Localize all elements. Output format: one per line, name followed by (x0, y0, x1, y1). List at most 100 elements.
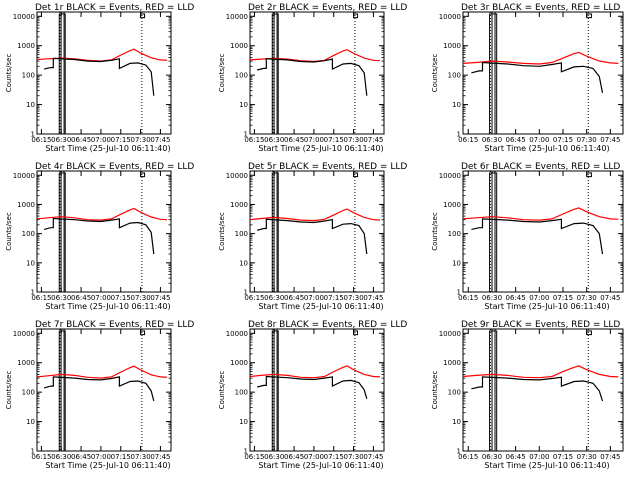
interval-box-marker (58, 330, 66, 451)
interval-box-marker (353, 330, 359, 336)
x-tick-label: 07:45 (363, 294, 383, 302)
panel-det-7: Det 7r BLACK = Events, RED = LLD 1 10 100 10… (5, 320, 194, 470)
x-tick-label: 06:45 (506, 453, 526, 461)
y-tick-label: 10 (452, 101, 461, 109)
series-line-events (43, 376, 155, 402)
x-tick-label: 06:15 (244, 136, 264, 144)
y-tick-label: 10000 (439, 13, 461, 21)
y-tick-label: 10000 (226, 330, 248, 338)
y-tick-label: 10 (239, 101, 248, 109)
y-axis-label: Counts/sec (431, 54, 439, 93)
x-tick-label: 06:45 (506, 294, 526, 302)
series-line-events (471, 218, 604, 255)
y-tick-label: 10 (26, 259, 35, 267)
y-tick-label: 10000 (13, 172, 35, 180)
y-tick-label: 1000 (17, 201, 35, 209)
x-tick-label: 07:15 (111, 294, 131, 302)
x-tick-label: 06:30 (264, 136, 284, 144)
x-tick-label: 07:15 (324, 136, 344, 144)
y-tick-label: 100 (448, 230, 461, 238)
interval-box-marker (586, 330, 592, 336)
series-line-events (471, 61, 604, 94)
series-line-events (43, 57, 155, 96)
series-line-lld (37, 207, 168, 221)
y-tick-label: 10 (26, 418, 35, 426)
y-tick-label: 1 (31, 131, 35, 139)
panel-det-2: Det 2r BLACK = Events, RED = LLD 1 10 100 10… (218, 3, 407, 153)
y-tick-label: 1000 (443, 201, 461, 209)
interval-box-marker (353, 172, 359, 178)
x-tick-label: 07:30 (130, 136, 150, 144)
y-tick-label: 10 (26, 101, 35, 109)
y-tick-label: 1 (31, 289, 35, 297)
plot-frame (249, 11, 385, 135)
x-tick-label: 07:30 (343, 294, 363, 302)
series-line-events (256, 218, 368, 255)
x-tick-label: 07:00 (91, 453, 111, 461)
series-line-lld (463, 51, 619, 65)
y-axis-label: Counts/sec (431, 212, 439, 251)
x-tick-label: 07:45 (150, 294, 170, 302)
panel-det-8: Det 8r BLACK = Events, RED = LLD 1 10 100 10… (218, 320, 407, 470)
y-tick-label: 1 (457, 131, 461, 139)
y-tick-label: 100 (235, 230, 248, 238)
y-tick-label: 100 (22, 230, 35, 238)
x-tick-label: 06:30 (482, 136, 502, 144)
x-tick-label: 07:15 (111, 136, 131, 144)
x-tick-label: 07:45 (600, 453, 620, 461)
y-axis-label: Counts/sec (5, 371, 13, 410)
x-tick-label: 06:15 (244, 453, 264, 461)
x-tick-label: 07:30 (130, 453, 150, 461)
x-tick-label: 06:30 (51, 294, 71, 302)
x-tick-label: 06:15 (244, 294, 264, 302)
x-tick-label: 07:00 (91, 294, 111, 302)
panel-title: Det 6r BLACK = Events, RED = LLD (461, 162, 620, 172)
plot-frame (36, 328, 172, 452)
panel-title: Det 7r BLACK = Events, RED = LLD (35, 320, 194, 330)
x-axis-label: Start Time (25-Jul-10 06:11:40) (45, 144, 170, 153)
plot-frame (249, 328, 385, 452)
y-tick-label: 10000 (439, 172, 461, 180)
y-tick-label: 10000 (13, 330, 35, 338)
x-tick-label: 07:00 (304, 136, 324, 144)
x-axis-label: Start Time (25-Jul-10 06:11:40) (258, 144, 383, 153)
plot-frame (36, 170, 172, 293)
x-tick-label: 07:30 (577, 294, 597, 302)
x-tick-label: 06:30 (264, 453, 284, 461)
x-tick-label: 07:45 (600, 136, 620, 144)
plot-area (37, 171, 168, 292)
y-tick-label: 1000 (17, 359, 35, 367)
interval-box-marker (58, 13, 66, 134)
x-axis-label: Start Time (25-Jul-10 06:11:40) (484, 302, 609, 311)
x-tick-label: 07:30 (343, 453, 363, 461)
x-tick-label: 07:30 (130, 294, 150, 302)
x-axis-label: Start Time (25-Jul-10 06:11:40) (484, 144, 609, 153)
y-tick-label: 1 (31, 448, 35, 456)
x-tick-label: 06:15 (458, 294, 478, 302)
y-axis-label: Counts/sec (431, 371, 439, 410)
interval-box-marker (586, 13, 592, 19)
y-axis-label: Counts/sec (5, 54, 13, 93)
plot-area (250, 329, 381, 451)
interval-box-marker (140, 13, 146, 19)
x-tick-label: 06:15 (31, 294, 51, 302)
x-tick-label: 07:15 (553, 453, 573, 461)
x-tick-label: 06:30 (51, 453, 71, 461)
y-axis-label: Counts/sec (5, 212, 13, 251)
plot-frame (462, 11, 624, 135)
y-tick-label: 10000 (226, 13, 248, 21)
y-tick-label: 1 (244, 131, 248, 139)
panel-det-6: Det 6r BLACK = Events, RED = LLD 1 10 100 10… (431, 162, 624, 311)
y-axis-label: Counts/sec (218, 371, 226, 410)
y-tick-label: 10 (452, 259, 461, 267)
series-line-events (256, 58, 368, 96)
panel-title: Det 5r BLACK = Events, RED = LLD (248, 162, 407, 172)
plot-area (463, 329, 619, 451)
plot-area (37, 329, 168, 451)
panel-det-5: Det 5r BLACK = Events, RED = LLD 1 10 100 10… (218, 162, 407, 311)
x-tick-label: 06:15 (31, 453, 51, 461)
x-tick-label: 07:15 (553, 294, 573, 302)
y-tick-label: 100 (448, 72, 461, 80)
y-tick-label: 100 (235, 389, 248, 397)
plot-frame (462, 170, 624, 293)
